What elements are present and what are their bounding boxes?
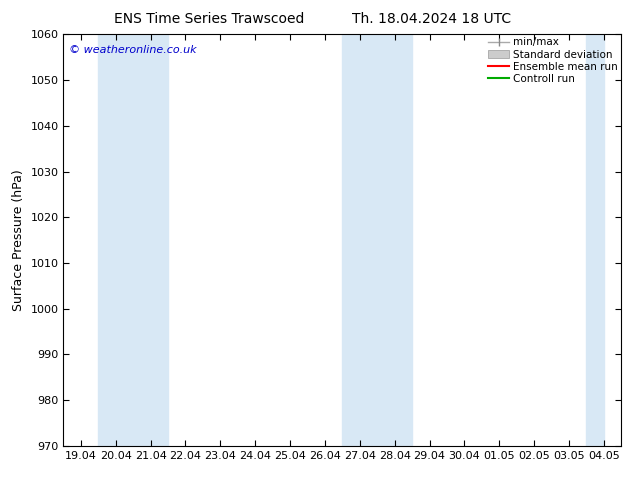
Text: ENS Time Series Trawscoed: ENS Time Series Trawscoed <box>114 12 304 26</box>
Text: Th. 18.04.2024 18 UTC: Th. 18.04.2024 18 UTC <box>352 12 510 26</box>
Y-axis label: Surface Pressure (hPa): Surface Pressure (hPa) <box>12 169 25 311</box>
Text: © weatheronline.co.uk: © weatheronline.co.uk <box>69 45 197 54</box>
Legend: min/max, Standard deviation, Ensemble mean run, Controll run: min/max, Standard deviation, Ensemble me… <box>488 37 618 84</box>
Bar <box>586 34 604 446</box>
Bar <box>342 34 412 446</box>
Bar <box>98 34 168 446</box>
